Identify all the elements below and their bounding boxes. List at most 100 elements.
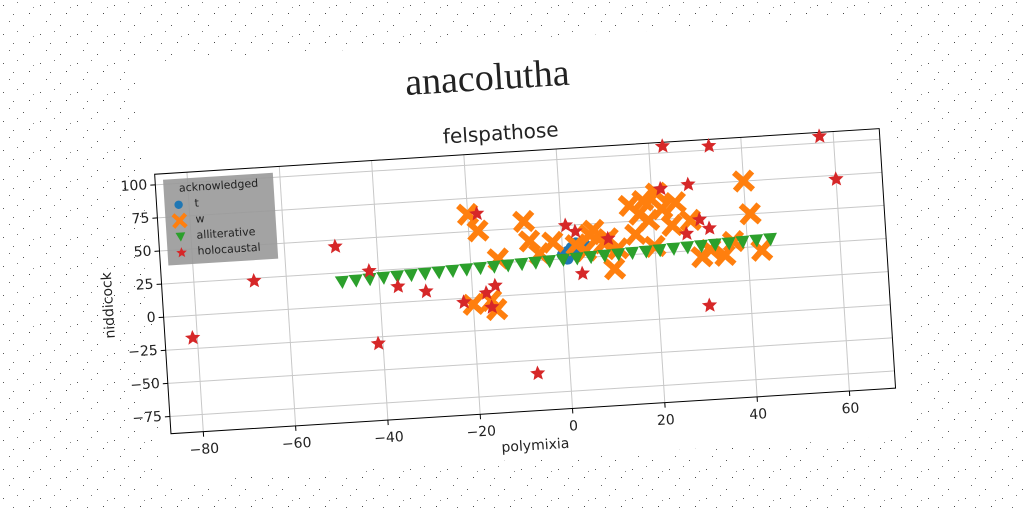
data-point [597, 249, 612, 263]
data-point [246, 273, 262, 288]
y-axis-label: niddicock [99, 271, 119, 339]
x-tick-label: −60 [281, 435, 311, 453]
y-tick-label: 75 [131, 210, 150, 227]
data-point [660, 213, 684, 237]
data-point [749, 234, 764, 248]
grid-line [163, 271, 889, 318]
x-tick-label: −80 [189, 441, 219, 459]
y-tick-label: 25 [135, 277, 154, 294]
data-point [650, 197, 674, 221]
legend-marker [171, 212, 188, 229]
data-point [370, 335, 386, 351]
data-point [557, 217, 574, 233]
x-tick-label: −20 [466, 423, 496, 441]
data-point [530, 365, 546, 381]
data-point [577, 223, 601, 247]
data-point [418, 283, 434, 299]
x-tick-label: 0 [569, 418, 579, 435]
legend-label: w [195, 212, 205, 226]
data-point [603, 257, 627, 281]
data-point [469, 205, 485, 221]
data-point [500, 259, 515, 273]
data-point [459, 263, 474, 277]
data-point [701, 297, 718, 313]
data-point [361, 263, 377, 278]
data-point [701, 220, 717, 236]
legend-marker [176, 247, 187, 258]
data-point [417, 267, 432, 281]
legend-marker [175, 232, 186, 242]
x-tick-label: 20 [657, 412, 676, 429]
data-point [707, 238, 722, 252]
data-point [461, 292, 485, 316]
x-tick-label: 60 [841, 400, 860, 417]
grid-line [155, 138, 880, 186]
data-point [456, 294, 472, 310]
data-point [811, 128, 827, 144]
data-point [638, 245, 653, 259]
data-point [693, 239, 708, 254]
data-point [403, 268, 418, 283]
data-point [555, 253, 570, 267]
data-point [327, 238, 343, 254]
y-tick-label: 0 [146, 310, 156, 327]
data-point [487, 277, 503, 293]
legend-marker [174, 200, 183, 209]
data-point [828, 171, 844, 186]
y-tick-label: −50 [130, 376, 160, 394]
data-point [567, 223, 583, 239]
data-point [583, 250, 598, 265]
data-point [680, 241, 695, 255]
data-point [456, 202, 480, 226]
legend-label: alliterative [196, 225, 256, 242]
data-point [478, 284, 494, 300]
data-point [652, 243, 667, 258]
data-point [691, 211, 708, 227]
y-tick-label: 100 [120, 177, 148, 195]
data-point [721, 236, 736, 251]
legend-box [163, 172, 279, 266]
data-point [738, 202, 762, 226]
data-point [600, 230, 616, 246]
x-tick-label: 40 [749, 406, 768, 423]
data-point [334, 275, 349, 290]
data-point [348, 274, 363, 288]
data-point [431, 265, 446, 280]
data-point [735, 235, 750, 249]
grid-line [165, 304, 891, 351]
data-point [574, 265, 590, 281]
data-point [486, 260, 501, 274]
data-point [466, 219, 490, 243]
data-point [376, 271, 391, 285]
data-point [445, 264, 460, 278]
y-tick-label: −75 [132, 409, 162, 427]
data-point [617, 193, 641, 218]
data-point [701, 137, 717, 153]
data-point [731, 169, 756, 193]
data-point [762, 232, 777, 247]
data-point [390, 270, 405, 284]
y-tick-label: −25 [128, 343, 158, 361]
data-point [652, 180, 669, 196]
data-point [680, 176, 696, 192]
x-tick-label: −40 [374, 429, 404, 447]
data-point [666, 242, 681, 256]
data-point [541, 254, 556, 269]
data-point [569, 252, 584, 266]
data-point [541, 230, 565, 254]
grid-line [169, 370, 895, 418]
x-axis-label: polymixia [501, 436, 570, 456]
chart-title: anacolutha [404, 52, 571, 104]
legend-label: holocaustal [197, 241, 261, 258]
data-point [678, 208, 702, 232]
data-point [528, 256, 543, 270]
grid-line [159, 204, 885, 252]
rotated-chart: anacolutha felspathose polymixia niddico… [99, 16, 911, 483]
y-tick-label: 50 [133, 244, 152, 261]
data-point [678, 225, 695, 241]
legend-label: t [194, 196, 200, 209]
data-point [512, 209, 536, 233]
data-point [472, 261, 487, 276]
